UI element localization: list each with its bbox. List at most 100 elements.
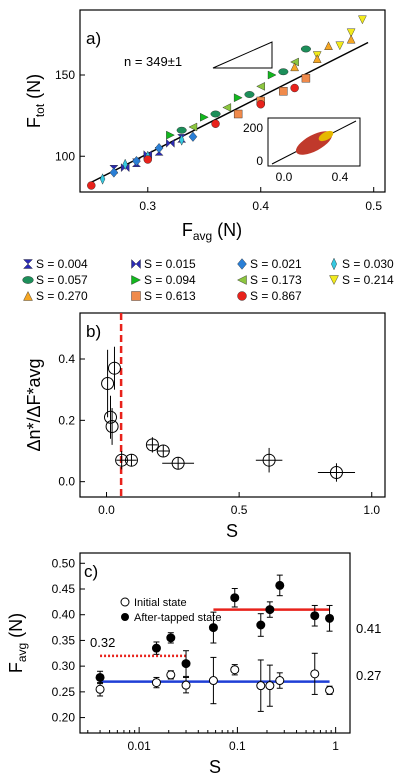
panel-c-after-point: [166, 633, 176, 643]
panel-a-point: [179, 134, 185, 146]
inset-xtick-04: 0.4: [332, 170, 349, 184]
panel-b-point: [171, 456, 185, 470]
panel-a-point: [210, 110, 221, 118]
panel-c-legend: Initial state After-tapped state: [120, 597, 221, 624]
legend-after-label: After-tapped state: [134, 612, 221, 624]
panel-c-ytick-label: 0.30: [52, 659, 76, 673]
panel-a-xtick-label: 0.3: [139, 199, 156, 213]
panel-a-point: [176, 126, 187, 134]
panel-c-xtick-label: 1: [332, 739, 339, 753]
legend-marker: [23, 259, 33, 269]
legend-label: S = 0.270: [36, 289, 88, 303]
legend-label: S = 0.094: [144, 273, 196, 287]
legend-label: S = 0.214: [342, 273, 394, 287]
panel-a-point: [244, 91, 255, 98]
panel-c-initial-point: [181, 680, 191, 690]
panel-c-after-point: [95, 672, 105, 682]
panel-a-xtick-label: 0.4: [252, 199, 269, 213]
panel-c-xtick-label: 0.01: [127, 739, 151, 753]
panel-a-point: [109, 167, 119, 178]
legend-marker: [131, 259, 141, 269]
panel-c-after-point: [151, 643, 161, 653]
panel-b-point: [101, 377, 115, 391]
panel-a-point: [166, 138, 175, 148]
panel-b-xtick-label: 0.0: [98, 503, 115, 517]
panel-a-point: [154, 143, 164, 154]
panel-c-after-point: [325, 613, 335, 623]
legend-marker: [237, 275, 247, 285]
panel-a-point: [346, 34, 356, 44]
legend-after-marker: [121, 613, 129, 621]
panel-c-xlabel: S: [209, 757, 221, 777]
legend-marker: [23, 291, 33, 301]
panel-a-point: [324, 41, 333, 50]
panel-c-after-point: [310, 611, 320, 621]
panel-a-point: [301, 74, 311, 83]
legend-label: S = 0.030: [342, 257, 394, 271]
panel-a-slope-label: n = 349±1: [124, 54, 182, 69]
panel-a-point: [335, 41, 345, 51]
panel-a-point: [122, 158, 128, 171]
legend-marker: [22, 276, 34, 284]
panel-a-point: [200, 112, 209, 122]
panel-b-point: [262, 453, 276, 467]
panel-c-ytick-label: 0.40: [52, 608, 76, 622]
panel-a-point: [256, 100, 265, 109]
panel-a-slope-triangle: [212, 41, 273, 69]
panel-c-initial-point: [208, 676, 218, 686]
panel-c-ylabel: Favg (N): [6, 613, 29, 673]
panel-c-initial-point: [310, 669, 320, 679]
legend-label: S = 0.613: [144, 289, 196, 303]
panel-b-ticks: 0.0 0.5 1.0 0.0 0.2 0.4: [58, 352, 380, 517]
panel-b-xlabel: S: [226, 521, 238, 541]
panel-b-frame: [79, 312, 386, 498]
legend-marker: [329, 275, 339, 285]
panel-c-initial-point: [230, 665, 240, 675]
panel-c-initial-point: [151, 678, 161, 688]
panel-a: a) n = 349±1 0.3 0.4 0.5 100 150 200 0 0.0 0…: [24, 9, 386, 243]
panel-a-point: [211, 119, 220, 128]
panel-a-point: [290, 83, 299, 93]
panel-b-letter: b): [86, 322, 101, 341]
legend-label: S = 0.021: [250, 257, 302, 271]
legend-label: S = 0.057: [36, 273, 88, 287]
annot-027: 0.27: [356, 668, 381, 683]
legend-label: S = 0.004: [36, 257, 88, 271]
panel-a-ytick-label: 150: [55, 68, 75, 82]
panel-c-ytick-label: 0.50: [52, 556, 76, 570]
legend-label: S = 0.015: [144, 257, 196, 271]
panel-a-point: [267, 70, 277, 80]
panel-c-initial-point: [256, 681, 266, 691]
panel-c-initial-point: [275, 676, 285, 686]
panel-a-point: [188, 131, 198, 142]
panel-c-letter: c): [84, 562, 98, 581]
panel-b-point: [105, 419, 119, 433]
panel-c-ticks: 0.01 0.1 1 0.20 0.25 0.30 0.35 0.40 0.45 0.50: [52, 556, 340, 753]
inset-ytick-200: 200: [243, 121, 263, 135]
panel-a-point: [278, 68, 289, 76]
panel-b: b) 0.0 0.5 1.0 0.0 0.2 0.4 S Δn*/ΔF*avg: [24, 312, 386, 541]
panel-b-point: [107, 361, 121, 375]
legend-initial-marker: [120, 597, 130, 607]
legend-label: S = 0.867: [250, 289, 302, 303]
panel-a-point: [188, 122, 198, 132]
panel-a-point: [358, 15, 367, 25]
panel-b-xtick-label: 0.5: [231, 503, 248, 517]
panel-c-after-point: [265, 605, 275, 615]
panel-c-after-point: [208, 623, 218, 633]
panel-a-points: [87, 15, 367, 190]
panel-a-ylabel: Ftot (N): [24, 74, 47, 128]
panel-a-point: [87, 181, 96, 190]
legend-initial-label: Initial state: [134, 597, 187, 609]
panel-b-ytick-label: 0.0: [58, 475, 75, 489]
panel-c-ytick-label: 0.35: [52, 633, 76, 647]
panel-c-ytick-label: 0.20: [52, 711, 76, 725]
panel-a-point: [300, 45, 311, 53]
panel-c-initial-point: [325, 685, 335, 695]
inset-data-cloud-hi: [318, 130, 334, 142]
panel-b-ytick-label: 0.4: [58, 352, 75, 366]
panel-c-ytick-label: 0.45: [52, 582, 76, 596]
panel-b-ylabel: Δn*/ΔF*avg: [24, 358, 44, 451]
panel-c-initial-point: [95, 684, 105, 694]
annot-032: 0.32: [90, 635, 115, 650]
